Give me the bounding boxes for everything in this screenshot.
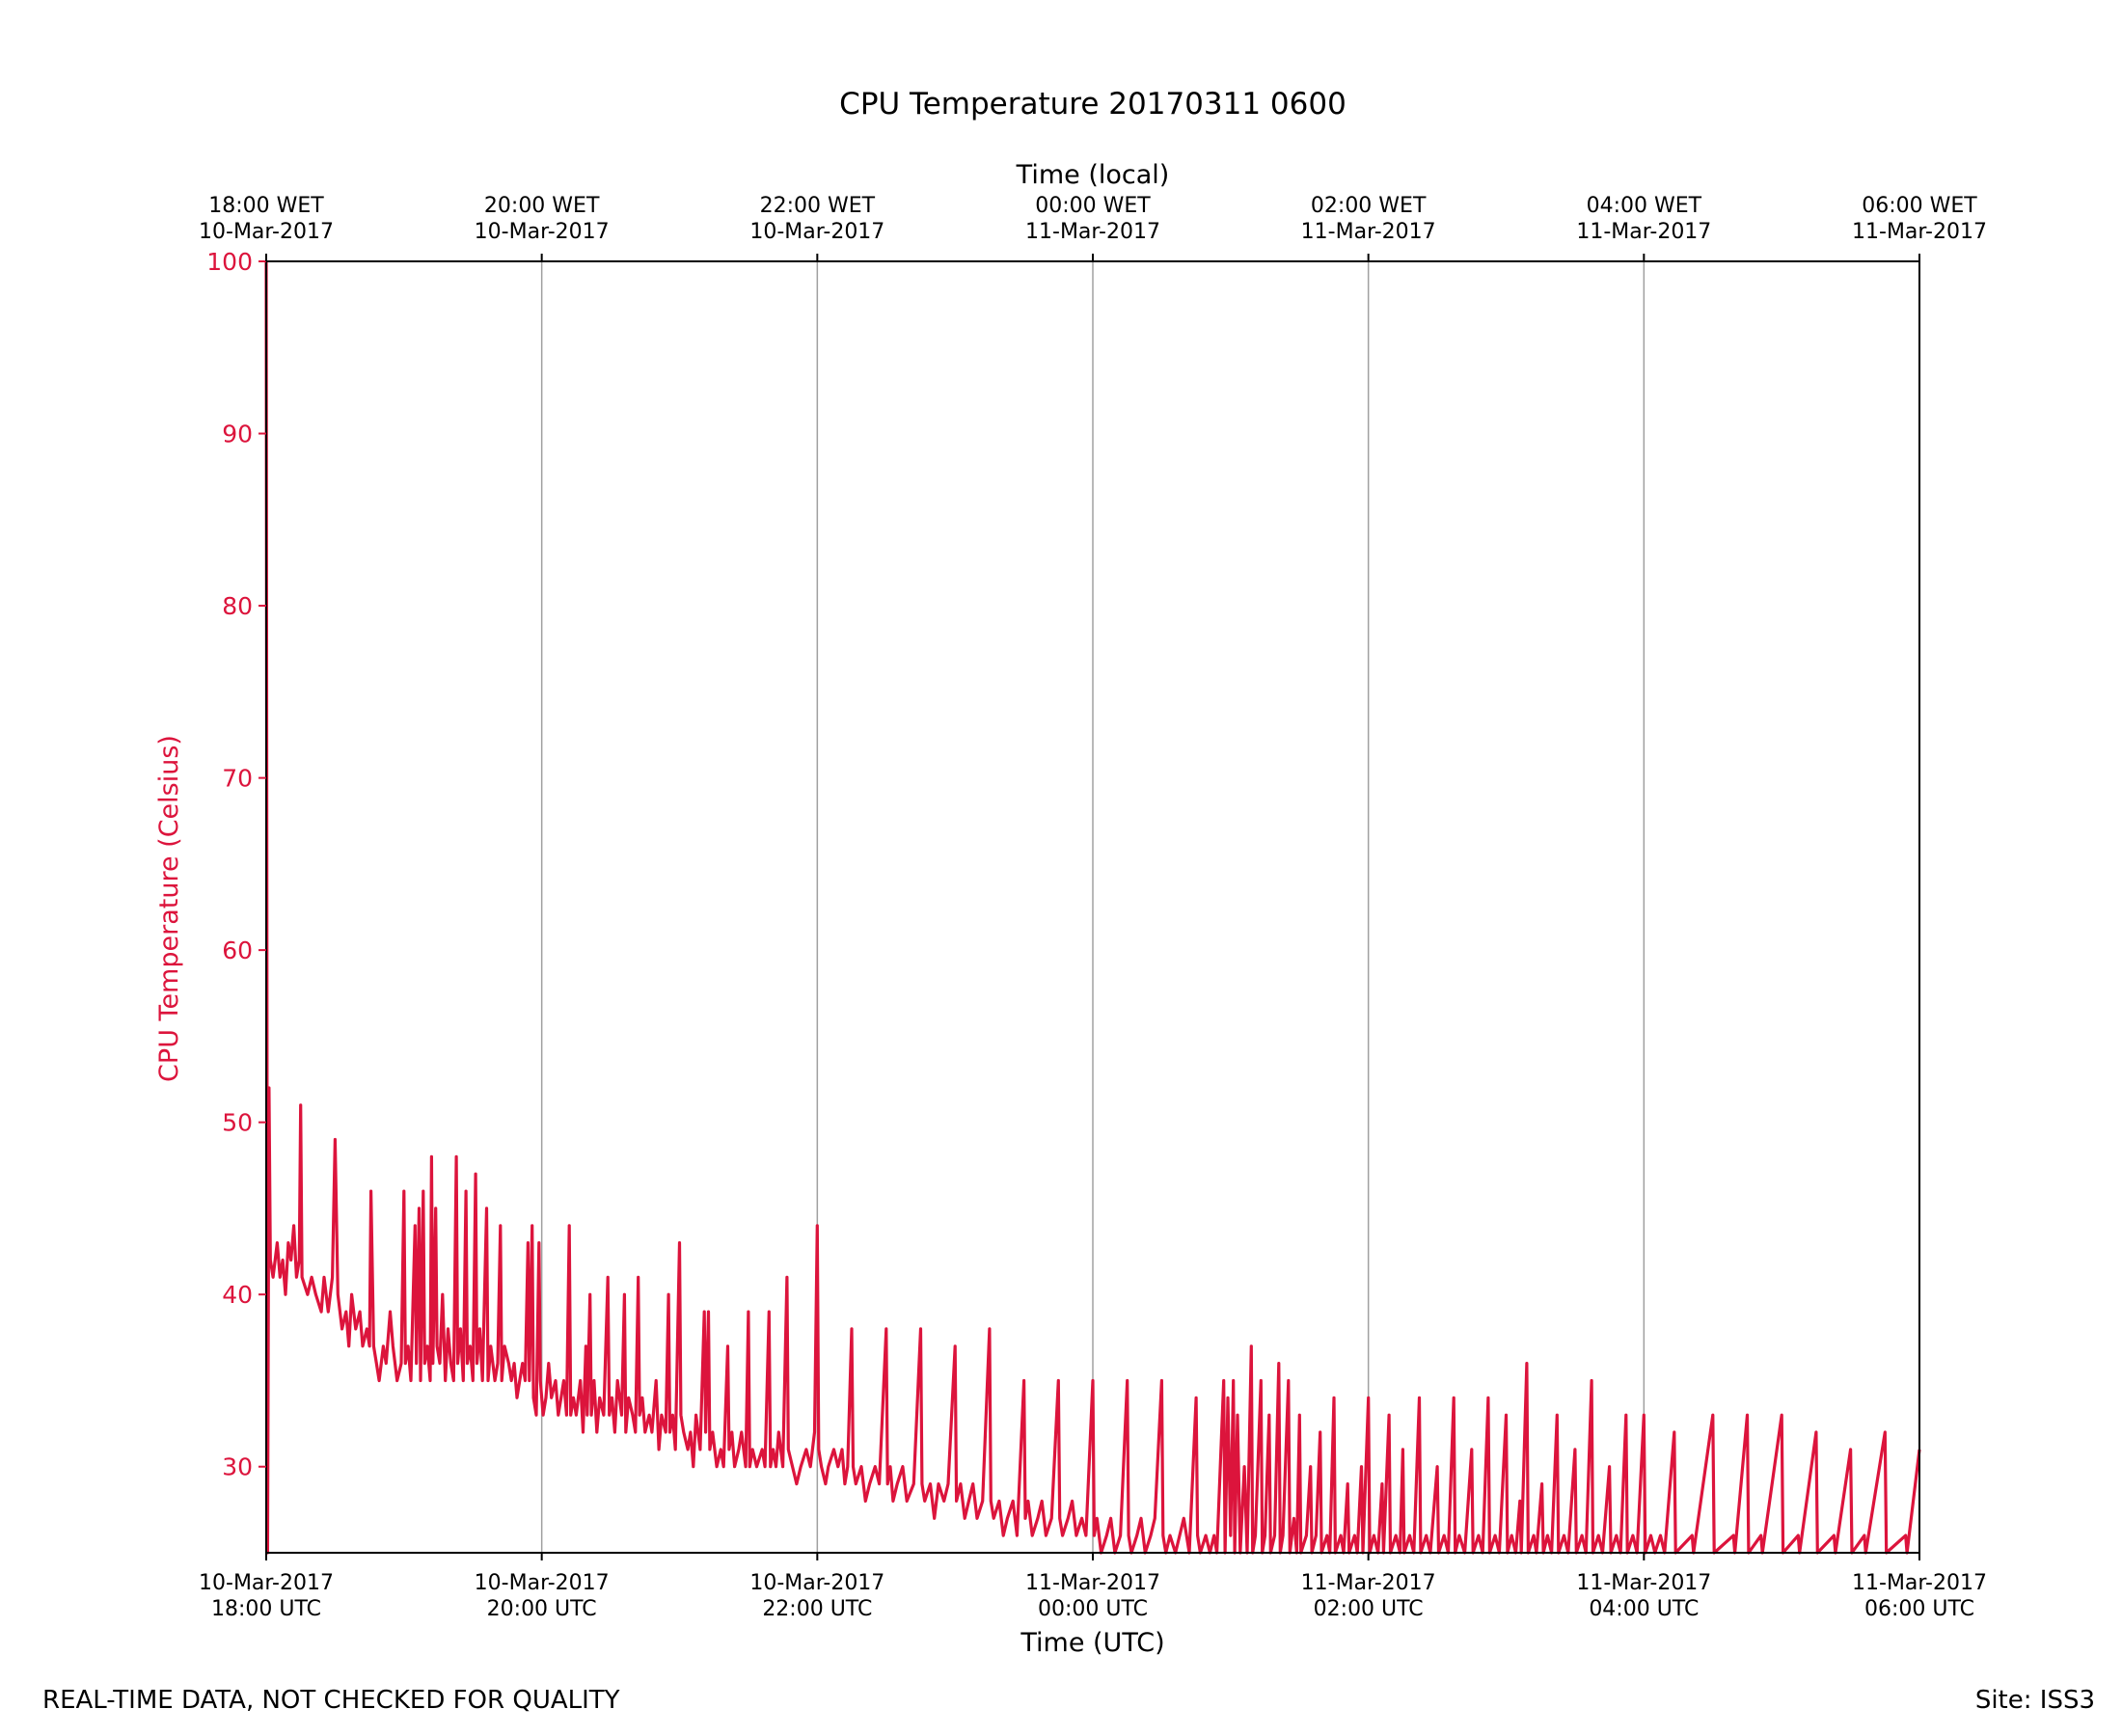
top-x-tick-time: 00:00 WET — [1035, 194, 1151, 218]
y-tick-label: 40 — [222, 1281, 253, 1309]
top-x-tick-time: 18:00 WET — [208, 194, 324, 218]
site-label: Site: ISS3 — [1974, 1686, 2095, 1715]
top-x-tick-date: 11-Mar-2017 — [1301, 220, 1436, 244]
top-x-tick-date: 11-Mar-2017 — [1576, 220, 1711, 244]
bottom-x-tick-date: 11-Mar-2017 — [1852, 1571, 1987, 1595]
series-layer — [264, 260, 1921, 1555]
bottom-x-tick-time: 06:00 UTC — [1864, 1597, 1974, 1621]
bottom-x-tick-date: 11-Mar-2017 — [1025, 1571, 1160, 1595]
bottom-x-tick-time: 22:00 UTC — [762, 1597, 872, 1621]
bottom-x-tick-time: 18:00 UTC — [211, 1597, 321, 1621]
y-ticks: 30 40 50 60 70 80 90 100 — [206, 248, 266, 1481]
top-x-tick-date: 11-Mar-2017 — [1852, 220, 1987, 244]
top-x-tick-time: 06:00 WET — [1862, 194, 1977, 218]
y-tick-label: 100 — [206, 248, 253, 276]
top-x-axis-label: Time (local) — [1016, 160, 1170, 190]
bottom-x-tick-date: 11-Mar-2017 — [1301, 1571, 1436, 1595]
top-x-tick-date: 10-Mar-2017 — [475, 220, 610, 244]
bottom-x-tick-time: 20:00 UTC — [487, 1597, 597, 1621]
top-x-tick-date: 10-Mar-2017 — [749, 220, 884, 244]
y-axis-label: CPU Temperature (Celsius) — [154, 735, 184, 1082]
top-x-tick-time: 22:00 WET — [760, 194, 876, 218]
bottom-x-tick-date: 10-Mar-2017 — [199, 1571, 334, 1595]
bottom-x-tick-time: 00:00 UTC — [1038, 1597, 1148, 1621]
y-tick-label: 70 — [222, 765, 253, 793]
quality-disclaimer: REAL-TIME DATA, NOT CHECKED FOR QUALITY — [42, 1686, 620, 1715]
y-tick-label: 30 — [222, 1453, 253, 1481]
bottom-x-tick-time: 04:00 UTC — [1589, 1597, 1699, 1621]
y-tick-label: 50 — [222, 1109, 253, 1137]
cpu-temperature-series-line — [264, 260, 1921, 1555]
top-x-tick-time: 04:00 WET — [1587, 194, 1702, 218]
bottom-x-tick-date: 10-Mar-2017 — [475, 1571, 610, 1595]
bottom-x-tick-time: 02:00 UTC — [1314, 1597, 1424, 1621]
bottom-x-tick-date: 10-Mar-2017 — [749, 1571, 884, 1595]
bottom-x-tick-date: 11-Mar-2017 — [1576, 1571, 1711, 1595]
top-x-tick-time: 20:00 WET — [484, 194, 600, 218]
chart-title: CPU Temperature 20170311 0600 — [839, 87, 1347, 122]
top-x-tick-time: 02:00 WET — [1311, 194, 1427, 218]
y-tick-label: 80 — [222, 592, 253, 620]
y-tick-label: 60 — [222, 936, 253, 964]
top-x-tick-date: 11-Mar-2017 — [1025, 220, 1160, 244]
top-x-tick-date: 10-Mar-2017 — [199, 220, 334, 244]
y-tick-label: 90 — [222, 420, 253, 448]
bottom-x-axis-label: Time (UTC) — [1020, 1628, 1164, 1658]
